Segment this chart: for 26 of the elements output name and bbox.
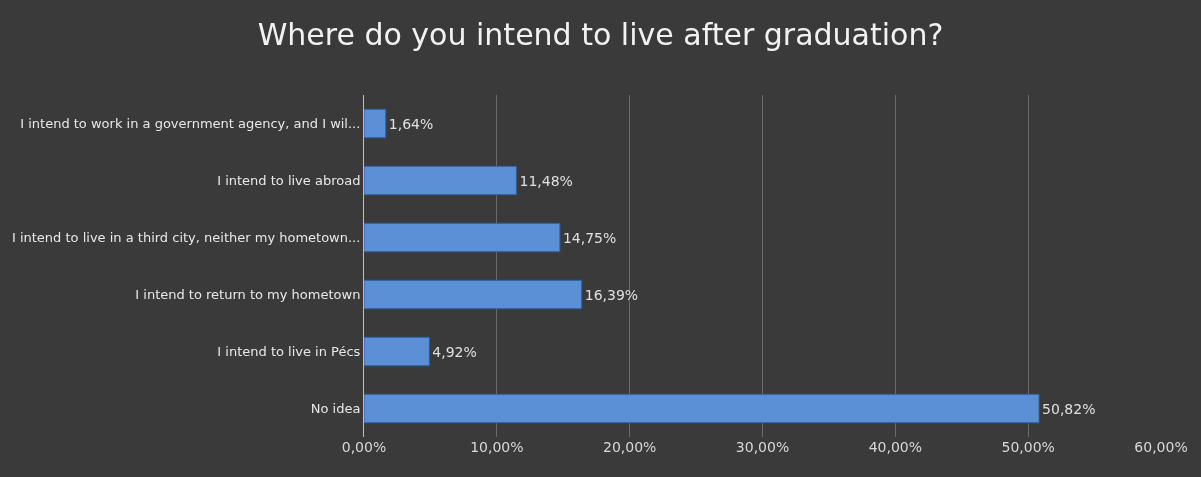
data-label: 4,92% bbox=[432, 343, 477, 360]
bar bbox=[364, 222, 561, 253]
y-tick-label: I intend to live in a third city, neither my hometown... bbox=[11, 230, 361, 246]
data-label: 14,75% bbox=[562, 229, 617, 246]
data-label: 11,48% bbox=[519, 172, 573, 189]
bar bbox=[364, 165, 517, 196]
data-label: 16,39% bbox=[584, 286, 639, 303]
x-tick-label: 20,00% bbox=[602, 439, 657, 455]
y-tick-label: I intend to return to my hometown bbox=[135, 287, 361, 303]
data-label: 1,64% bbox=[388, 115, 434, 132]
x-tick-label: 50,00% bbox=[1001, 439, 1055, 455]
chart-title: Where do you intend to live after graduation? bbox=[257, 16, 944, 52]
y-tick-label: I intend to live in Pécs bbox=[217, 344, 361, 360]
bar bbox=[364, 336, 430, 367]
bar bbox=[364, 279, 583, 310]
data-label: 50,82% bbox=[1042, 400, 1096, 417]
y-tick-label: I intend to work in a government agency, and I wil... bbox=[20, 116, 361, 132]
bar bbox=[364, 393, 1040, 424]
x-tick-label: 60,00% bbox=[1134, 439, 1188, 455]
x-tick-label: 10,00% bbox=[470, 439, 524, 455]
bar bbox=[364, 108, 387, 139]
x-tick-label: 0,00% bbox=[341, 439, 387, 455]
y-tick-label: I intend to live abroad bbox=[217, 173, 361, 189]
x-tick-label: 40,00% bbox=[868, 439, 923, 455]
x-tick-label: 30,00% bbox=[735, 439, 790, 455]
y-tick-label: No idea bbox=[310, 401, 361, 417]
